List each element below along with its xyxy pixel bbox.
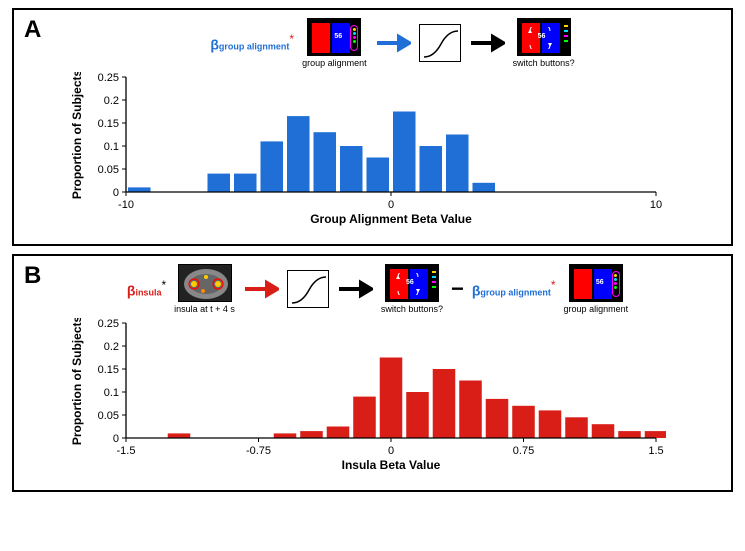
svg-text:0: 0	[113, 433, 119, 445]
panel-b-beta1-text: βinsula*	[127, 278, 166, 300]
panel-b-chart: 0 0.05 0.1 0.15 0.2 0.25 -1.5 -0.75 0 0.75 1.5 Prop…	[66, 318, 719, 478]
svg-text:0.2: 0.2	[104, 95, 119, 107]
bar-chart-b: 0 0.05 0.1 0.15 0.2 0.25 -1.5 -0.75 0 0.75 1.5 Prop…	[66, 318, 666, 473]
panel-b-schematic: βinsula* insula at t + 4 s	[36, 264, 719, 314]
arrow-icon	[243, 277, 279, 301]
svg-text:0.1: 0.1	[104, 141, 119, 153]
panel-a-beta-text: βgroup alignment*	[210, 32, 294, 54]
thumb1-caption-b: insula at t + 4 s	[174, 304, 235, 314]
sigmoid-icon	[287, 270, 329, 308]
svg-text:-10: -10	[118, 199, 134, 211]
arrow-icon	[337, 277, 373, 301]
svg-text:-0.75: -0.75	[246, 445, 271, 457]
panel-a-chart: 00.050.10.150.20.25-10010Proportion of S…	[66, 72, 719, 232]
brain-scan-thumb	[178, 264, 232, 302]
svg-text:0.15: 0.15	[98, 118, 119, 130]
panel-a-beta-sub: group alignment	[219, 41, 290, 51]
switch-buttons-thumb: 56	[517, 18, 571, 56]
thumb4-caption-b: group alignment	[564, 304, 629, 314]
svg-text:Group Alignment Beta Value: Group Alignment Beta Value	[310, 212, 472, 226]
svg-text:0.1: 0.1	[104, 387, 119, 399]
sigmoid-icon	[419, 24, 461, 62]
svg-text:0: 0	[113, 187, 119, 199]
svg-text:0.25: 0.25	[98, 318, 119, 330]
svg-text:0.75: 0.75	[513, 445, 534, 457]
panel-b-beta1-sub: insula	[135, 287, 161, 297]
panel-b-thumb1: insula at t + 4 s	[174, 264, 235, 314]
asterisk-icon: *	[289, 32, 294, 46]
svg-text:0: 0	[388, 445, 394, 457]
group-alignment-thumb-b: 56	[569, 264, 623, 302]
svg-text:1.5: 1.5	[648, 445, 663, 457]
svg-text:Insula Beta Value: Insula Beta Value	[342, 458, 441, 472]
thumb3-caption-b: switch buttons?	[381, 304, 443, 314]
asterisk-icon: *	[161, 278, 166, 292]
asterisk-icon: *	[551, 278, 556, 292]
svg-text:Proportion of Subjects: Proportion of Subjects	[70, 72, 84, 199]
panel-b-thumb4: 56 group alignment	[564, 264, 629, 314]
panel-a: A βgroup alignment* 56 group alignment	[12, 8, 733, 246]
minus-icon: −	[451, 276, 464, 302]
panel-a-schematic: βgroup alignment* 56 group alignment	[66, 18, 719, 68]
svg-text:-1.5: -1.5	[117, 445, 136, 457]
svg-text:0.2: 0.2	[104, 341, 119, 353]
svg-text:0.15: 0.15	[98, 364, 119, 376]
switch-buttons-thumb-b: 56	[385, 264, 439, 302]
thumb3-caption: switch buttons?	[513, 58, 575, 68]
panel-a-thumb1: 56 group alignment	[302, 18, 367, 68]
panel-b-beta2-text: βgroup alignment*	[472, 278, 556, 300]
thumb1-caption: group alignment	[302, 58, 367, 68]
panel-a-beta: β	[210, 36, 219, 52]
panel-b-label: B	[24, 262, 41, 290]
panel-a-sigmoid	[419, 24, 461, 62]
arrow-icon	[469, 31, 505, 55]
arrow-icon	[375, 31, 411, 55]
bar-chart-a: 00.050.10.150.20.25-10010Proportion of S…	[66, 72, 666, 227]
svg-text:0.05: 0.05	[98, 410, 119, 422]
panel-b-sigmoid	[287, 270, 329, 308]
panel-b-thumb3: 56 switch buttons?	[381, 264, 443, 314]
panel-a-thumb3: 56 switch buttons?	[513, 18, 575, 68]
panel-a-label: A	[24, 16, 41, 44]
svg-text:10: 10	[650, 199, 662, 211]
panel-b-beta2-sub: group alignment	[480, 287, 551, 297]
group-alignment-thumb: 56	[307, 18, 361, 56]
panel-b: B βinsula* insula at t + 4 s	[12, 254, 733, 492]
svg-text:Proportion of Subjects: Proportion of Subjects	[70, 318, 84, 445]
svg-text:0: 0	[388, 199, 394, 211]
svg-text:0.05: 0.05	[98, 164, 119, 176]
svg-text:0.25: 0.25	[98, 72, 119, 84]
